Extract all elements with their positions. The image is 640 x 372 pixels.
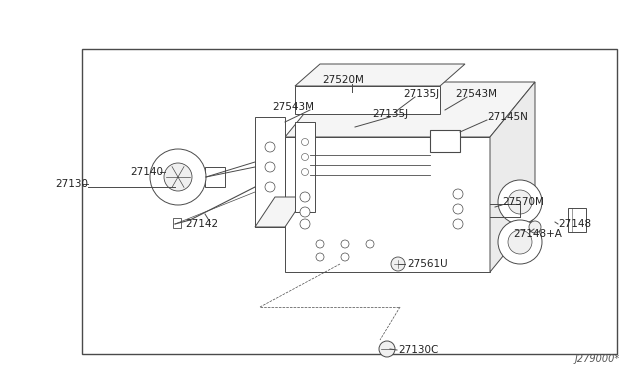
Text: 27148+A: 27148+A	[513, 229, 562, 239]
Circle shape	[300, 219, 310, 229]
Text: 27142: 27142	[185, 219, 218, 229]
Circle shape	[301, 138, 308, 145]
Text: 27561U: 27561U	[407, 259, 447, 269]
Circle shape	[265, 162, 275, 172]
Circle shape	[453, 189, 463, 199]
Ellipse shape	[498, 180, 542, 224]
Bar	[173, 218, 181, 228]
Bar	[205, 167, 225, 187]
Ellipse shape	[508, 230, 532, 254]
Circle shape	[379, 341, 395, 357]
Ellipse shape	[508, 190, 532, 214]
Circle shape	[150, 149, 206, 205]
Bar	[82, 49, 617, 354]
Bar	[430, 130, 460, 152]
Circle shape	[366, 240, 374, 248]
Circle shape	[300, 207, 310, 217]
Circle shape	[301, 169, 308, 176]
Text: 27135J: 27135J	[403, 89, 439, 99]
Circle shape	[316, 253, 324, 261]
Circle shape	[391, 257, 405, 271]
Polygon shape	[490, 82, 535, 272]
Polygon shape	[285, 137, 490, 272]
Text: 27543M: 27543M	[455, 89, 497, 99]
Ellipse shape	[498, 220, 542, 264]
Circle shape	[341, 253, 349, 261]
Text: 27148: 27148	[558, 219, 591, 229]
Polygon shape	[285, 82, 535, 137]
Polygon shape	[255, 197, 305, 227]
Circle shape	[341, 240, 349, 248]
Text: 27543M: 27543M	[272, 102, 314, 112]
Polygon shape	[295, 64, 465, 86]
Text: 27130: 27130	[55, 179, 88, 189]
Bar	[295, 86, 440, 114]
Polygon shape	[255, 117, 285, 227]
Text: J279000*: J279000*	[575, 354, 620, 364]
Circle shape	[316, 240, 324, 248]
Text: 27145N: 27145N	[487, 112, 528, 122]
Circle shape	[301, 154, 308, 160]
Circle shape	[453, 219, 463, 229]
Circle shape	[300, 192, 310, 202]
Circle shape	[529, 221, 541, 233]
Circle shape	[265, 182, 275, 192]
Circle shape	[164, 163, 192, 191]
Text: 27135J: 27135J	[372, 109, 408, 119]
Circle shape	[265, 142, 275, 152]
Text: 27140: 27140	[130, 167, 163, 177]
Polygon shape	[295, 122, 315, 212]
Text: 27570M: 27570M	[502, 197, 544, 207]
Circle shape	[453, 204, 463, 214]
Bar	[568, 208, 586, 232]
Text: 27130C: 27130C	[398, 345, 438, 355]
Text: 27520M: 27520M	[322, 75, 364, 85]
